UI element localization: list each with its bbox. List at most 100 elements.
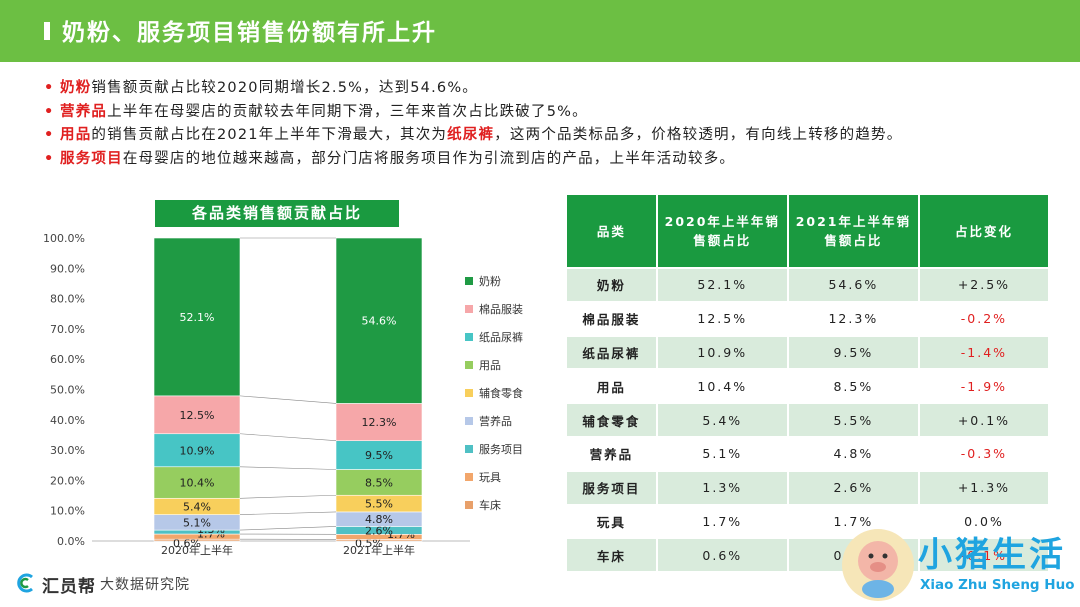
cell-category: 服务项目 [567, 471, 656, 504]
bar-segment [335, 403, 423, 442]
series-connector-line [239, 511, 337, 515]
legend-label: 辅食零食 [479, 386, 523, 400]
cell-category: 棉品服装 [567, 302, 656, 335]
series-connector-line [239, 395, 337, 404]
header-category: 品类 [567, 195, 656, 267]
x-tick-label: 2020年上半年 [161, 543, 233, 557]
bar-value-label: 5.1% [183, 516, 211, 529]
cell-2021: 8.5% [788, 370, 918, 403]
bar-value-label: 0.6% [173, 537, 201, 550]
bar-value-label: 5.5% [365, 498, 393, 511]
series-connector-line [239, 466, 337, 470]
legend-label: 玩具 [479, 471, 501, 484]
cell-change: +2.5% [919, 269, 1048, 301]
legend-label: 营养品 [479, 414, 512, 428]
bar-value-label: 8.5% [365, 476, 393, 489]
cell-2021: 12.3% [788, 302, 918, 335]
cell-2020: 1.7% [657, 505, 787, 538]
cell-change: +0.1% [919, 404, 1048, 436]
bullet-highlight: 用品 [60, 127, 92, 143]
cell-2020: 5.1% [657, 437, 787, 470]
legend-swatch [465, 333, 473, 341]
bullet-dot: • [44, 80, 55, 96]
table-row: 用品 10.4% 8.5% -1.9% [567, 370, 1048, 403]
y-tick-label: 50.0% [50, 384, 85, 397]
bullet-item: • 服务项目在母婴店的地位越来越高，部分门店将服务项目作为引流到店的产品，上半年活… [44, 148, 1064, 172]
bullet-text-2: ，这两个品类标品多，价格较透明，有向线上转移的趋势。 [494, 127, 903, 143]
cell-2020: 52.1% [657, 269, 787, 301]
header-2021: 2021年上半年销售额占比 [788, 195, 918, 267]
cell-category: 辅食零食 [567, 404, 656, 436]
legend-swatch [465, 389, 473, 397]
x-tick-label: 2021年上半年 [343, 543, 415, 557]
bullet-text: 在母婴店的地位越来越高，部分门店将服务项目作为引流到店的产品，上半年活动较多。 [122, 150, 736, 167]
bullet-highlight: 营养品 [60, 103, 108, 120]
legend-swatch [465, 361, 473, 369]
watermark-subtitle: Xiao Zhu Sheng Huo [920, 577, 1075, 593]
series-connector-line [239, 494, 337, 499]
bullet-text: 销售额贡献占比较2020同期增长2.5%，达到54.6%。 [91, 80, 479, 96]
header-change: 占比变化 [919, 195, 1048, 267]
header-2020: 2020年上半年销售额占比 [657, 195, 787, 267]
page-title: 奶粉、服务项目销售份额有所上升 [62, 20, 437, 46]
table-row: 玩具 1.7% 1.7% 0.0% [567, 505, 1048, 538]
table-row: 辅食零食 5.4% 5.5% +0.1% [567, 404, 1048, 436]
brand-logo-icon [17, 573, 33, 593]
series-connector-line [239, 433, 337, 442]
legend-swatch [465, 305, 473, 313]
bullet-text: 的销售贡献占比在2021年上半年下滑最大，其次为 [91, 127, 448, 143]
title-marker [44, 22, 50, 40]
table-body: 奶粉 52.1% 54.6% +2.5% 棉品服装 12.5% 12.3% -0.2% 纸品尿裤… [567, 269, 1048, 572]
cell-category: 营养品 [567, 437, 656, 470]
legend-label: 服务项目 [479, 443, 523, 456]
bar-value-label: 10.4% [180, 477, 215, 490]
legend-label: 车床 [479, 498, 501, 512]
y-tick-label: 90.0% [50, 262, 85, 275]
bar-value-label: 10.9% [180, 444, 215, 457]
table-row: 奶粉 52.1% 54.6% +2.5% [567, 269, 1048, 301]
y-tick-label: 70.0% [50, 323, 85, 336]
cell-change: +1.3% [919, 471, 1048, 504]
bar-value-label: 52.1% [180, 311, 215, 324]
cell-2021: 4.8% [788, 437, 918, 470]
cell-change: -1.4% [919, 336, 1048, 369]
share-table: 品类 2020年上半年销售额占比 2021年上半年销售额占比 占比变化 奶粉 52… [565, 193, 1050, 573]
legend-label: 纸品尿裤 [479, 330, 523, 344]
cell-2021: 5.5% [788, 404, 918, 436]
table-row: 服务项目 1.3% 2.6% +1.3% [567, 471, 1048, 504]
y-tick-label: 30.0% [50, 444, 85, 457]
bar-value-label: 0.5% [355, 537, 383, 550]
cell-category: 用品 [567, 370, 656, 403]
bullet-dot: • [44, 127, 55, 143]
brand-footer: 汇员帮 大数据研究院 [16, 570, 236, 598]
y-tick-label: 0.0% [57, 535, 85, 548]
cell-2021: 54.6% [788, 269, 918, 301]
stacked-bar-chart: 0.0% 10.0% 20.0% 30.0% 40.0% 50.0% 60.0% 70.0% 8… [40, 228, 560, 568]
bar-segment [335, 440, 423, 470]
brand-name: 汇员帮 [42, 577, 96, 597]
y-tick-label: 80.0% [50, 293, 85, 306]
bar-segment [335, 469, 423, 496]
series-connector-line [239, 526, 337, 531]
y-tick-label: 10.0% [50, 505, 85, 518]
bar-value-label: 9.5% [365, 449, 393, 462]
bar-value-label: 12.3% [362, 416, 397, 429]
brand-subtitle: 大数据研究院 [100, 577, 190, 593]
cell-2021: 9.5% [788, 336, 918, 369]
cell-category: 车床 [567, 539, 656, 572]
cell-category: 纸品尿裤 [567, 336, 656, 369]
bar-segment [153, 433, 241, 468]
legend-swatch [465, 501, 473, 509]
legend-swatch [465, 417, 473, 425]
bar-value-label: 5.4% [183, 500, 211, 513]
cell-2020: 0.6% [657, 539, 787, 572]
pig-mascot-icon [842, 529, 914, 601]
y-tick-label: 100.0% [43, 232, 85, 245]
legend-label: 棉品服装 [479, 302, 523, 316]
bar-value-label: 12.5% [180, 409, 215, 422]
bullet-text: 上半年在母婴店的贡献较去年同期下滑，三年来首次占比跌破了5%。 [107, 103, 588, 120]
watermark-title: 小猪生活 [918, 535, 1066, 575]
table-row: 棉品服装 12.5% 12.3% -0.2% [567, 302, 1048, 335]
legend-swatch [465, 277, 473, 285]
bar-value-label: 2.6% [365, 524, 393, 537]
